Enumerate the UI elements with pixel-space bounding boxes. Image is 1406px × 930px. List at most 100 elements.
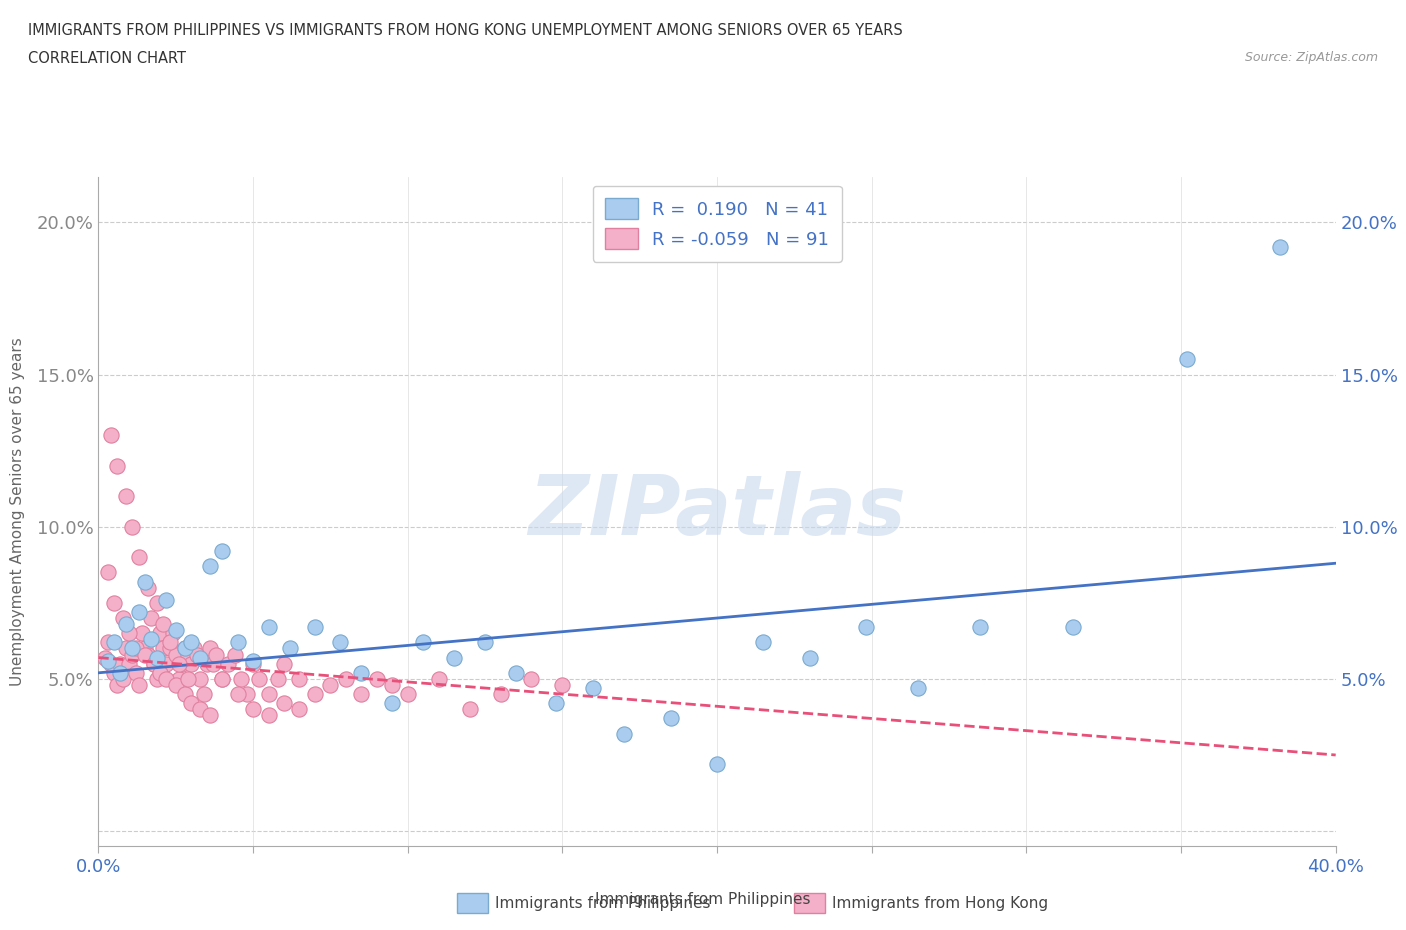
Point [242,702,264,717]
Point [183,641,205,656]
Point [195,657,218,671]
Point [165,647,187,662]
Point [190,702,212,717]
Point [304,686,326,701]
Point [105,458,128,473]
Point [211,544,233,559]
Point [124,665,146,680]
Point [128,678,150,693]
Point [247,671,270,686]
Point [118,657,141,671]
Point [159,635,181,650]
Point [582,681,605,696]
Legend: R =  0.190   N = 41, R = -0.059   N = 91: R = 0.190 N = 41, R = -0.059 N = 91 [592,186,842,261]
Point [115,489,138,504]
Point [855,619,877,634]
Point [103,665,125,680]
Point [146,650,169,665]
Point [242,653,264,668]
Point [211,671,233,686]
Point [257,619,280,634]
Point [167,671,190,686]
Point [174,641,197,656]
Point [1175,352,1198,366]
Point [242,657,264,671]
Point [121,647,143,662]
Point [229,671,252,686]
Point [128,604,150,619]
Point [112,611,135,626]
Point [211,671,233,686]
Point [108,665,131,680]
Point [198,641,221,656]
Point [505,665,527,680]
Point [155,657,177,671]
Point [149,626,172,641]
Point [350,686,373,701]
Point [190,671,212,686]
Point [136,647,159,662]
Text: IMMIGRANTS FROM PHILIPPINES VS IMMIGRANTS FROM HONG KONG UNEMPLOYMENT AMONG SENI: IMMIGRANTS FROM PHILIPPINES VS IMMIGRANT… [28,23,903,38]
Point [412,635,434,650]
Point [474,635,496,650]
Text: Immigrants from Philippines: Immigrants from Philippines [495,897,710,911]
Point [546,696,568,711]
Point [706,757,728,772]
Point [366,671,388,686]
Point [489,686,512,701]
Point [350,665,373,680]
Point [180,635,202,650]
Text: Immigrants from Philippines: Immigrants from Philippines [595,892,811,907]
Point [969,619,991,634]
Point [198,708,221,723]
Point [108,657,131,671]
Point [520,671,543,686]
Point [93,650,115,665]
Point [174,686,197,701]
Point [97,565,120,579]
Point [155,592,177,607]
Point [139,611,162,626]
Point [1268,239,1291,254]
Point [121,641,143,656]
Point [134,647,156,662]
Point [224,647,246,662]
Point [236,686,259,701]
Point [143,657,166,671]
Point [273,657,295,671]
Point [190,650,212,665]
Point [165,678,187,693]
Point [105,678,128,693]
Point [278,641,301,656]
Text: Source: ZipAtlas.com: Source: ZipAtlas.com [1244,51,1378,64]
Point [427,671,450,686]
Point [193,686,215,701]
Point [165,623,187,638]
Point [613,726,636,741]
Point [177,671,200,686]
Point [217,657,239,671]
Point [134,574,156,589]
Point [201,657,224,671]
Point [659,711,682,726]
Point [458,702,481,717]
Y-axis label: Unemployment Among Seniors over 65 years: Unemployment Among Seniors over 65 years [10,338,25,686]
Point [257,686,280,701]
Point [146,671,169,686]
Point [167,657,190,671]
Point [152,617,174,631]
Point [174,641,197,656]
Point [112,671,135,686]
Point [103,595,125,610]
Point [115,617,138,631]
Point [118,626,141,641]
Point [152,641,174,656]
Point [304,619,326,634]
Point [205,647,228,662]
Point [752,635,775,650]
Point [907,681,929,696]
Point [143,657,166,671]
Point [267,671,290,686]
Point [155,671,177,686]
Point [288,702,311,717]
